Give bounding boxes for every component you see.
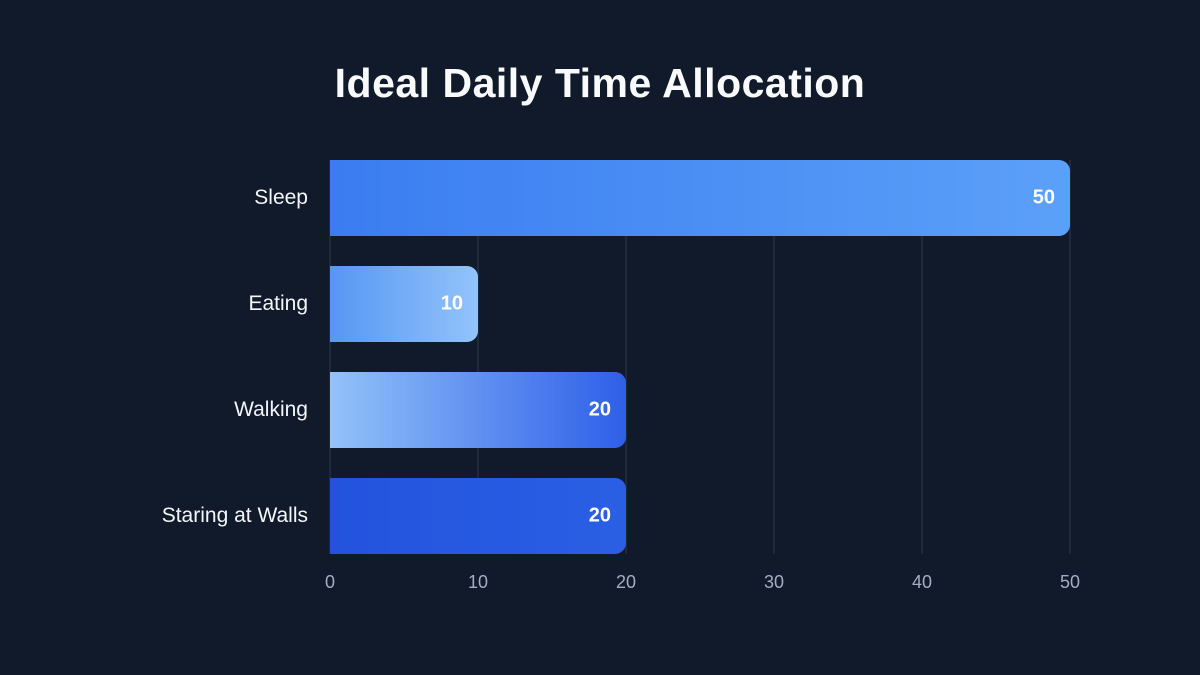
bar-staring-at-walls: 20 [330, 478, 626, 554]
gridline [477, 160, 479, 554]
x-tick-label: 10 [467, 572, 489, 592]
x-tick-label: 30 [763, 572, 785, 592]
category-label: Walking [234, 398, 308, 421]
bar-walking: 20 [330, 372, 626, 448]
gridline [921, 160, 923, 554]
x-tick-label: 0 [324, 572, 336, 592]
bar-sleep: 50 [330, 160, 1070, 236]
gridline [625, 160, 627, 554]
bar-eating: 10 [330, 266, 478, 342]
category-label: Staring at Walls [161, 504, 308, 527]
bar-row: Staring at Walls 20 [162, 478, 1070, 554]
category-label: Eating [248, 292, 308, 315]
value-label: 20 [588, 504, 611, 527]
bar-row: Walking 20 [234, 372, 1070, 448]
gridline [329, 160, 331, 554]
category-label: Sleep [254, 186, 308, 209]
chart-title: Ideal Daily Time Allocation [334, 60, 866, 106]
gridline [773, 160, 775, 554]
value-label: 50 [1032, 186, 1055, 209]
value-label: 20 [588, 398, 611, 421]
x-tick-label: 50 [1059, 572, 1081, 592]
plot-area: Sleep 50 Eating 10 Walking 20 Staring at Walls… [162, 160, 1080, 592]
bar-row: Eating 10 [248, 266, 1070, 342]
x-tick-label: 40 [911, 572, 933, 592]
value-label: 10 [440, 292, 463, 315]
x-axis: 0 10 20 30 40 50 [325, 572, 1080, 602]
bar-row: Sleep 50 [254, 160, 1070, 236]
x-tick-label: 20 [615, 572, 637, 592]
gridline [1069, 160, 1071, 554]
